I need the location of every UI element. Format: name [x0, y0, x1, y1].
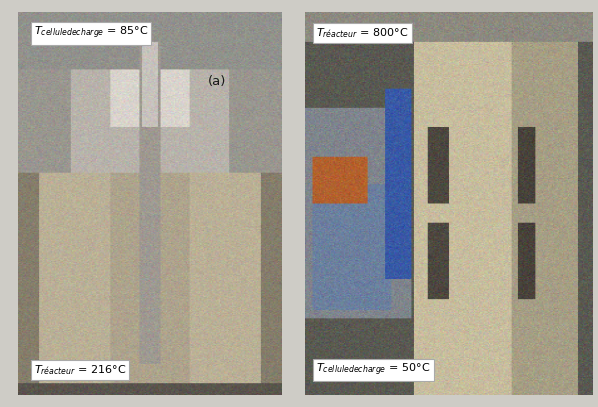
Text: (a): (a) [208, 74, 226, 88]
Text: $T_{réacteur}$ = 216°C: $T_{réacteur}$ = 216°C [33, 363, 126, 377]
Text: $T_{cellule de charge}$ = 85°C: $T_{cellule de charge}$ = 85°C [33, 25, 148, 42]
Text: $T_{réacteur}$ = 800°C: $T_{réacteur}$ = 800°C [316, 26, 409, 40]
Text: $T_{cellule de charge}$ = 50°C: $T_{cellule de charge}$ = 50°C [316, 362, 431, 378]
